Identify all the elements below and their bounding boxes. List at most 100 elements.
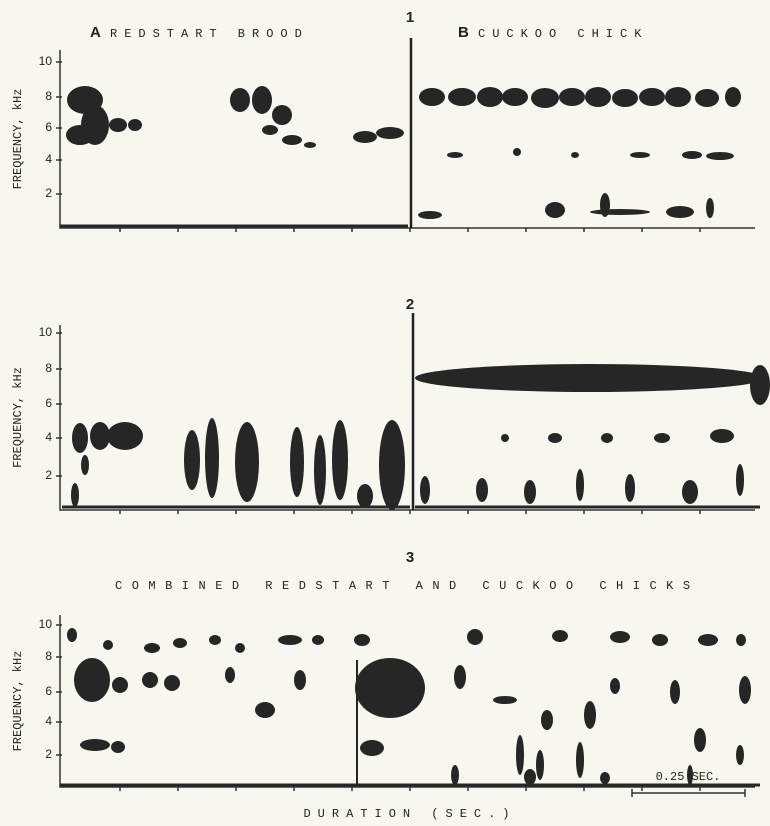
spectrogram-blob xyxy=(111,741,125,753)
spectrogram-blob xyxy=(600,772,610,784)
y-tick-label: 2 xyxy=(45,186,52,200)
spectrogram-blob xyxy=(545,202,565,218)
spectrogram-blob xyxy=(584,701,596,729)
spectrogram-blob xyxy=(67,628,77,642)
spectrogram-blob xyxy=(610,678,620,694)
spectrogram-blob xyxy=(670,680,680,704)
spectrogram-blob xyxy=(652,634,668,646)
spectrogram-blob xyxy=(81,455,89,475)
spectrogram-blob xyxy=(524,480,536,504)
spectrogram-blob xyxy=(112,677,128,693)
y-tick-label: 4 xyxy=(45,714,52,728)
spectrogram-blob xyxy=(625,474,635,502)
axis xyxy=(59,325,755,511)
spectrogram-blob xyxy=(379,420,405,510)
spectrogram-blob xyxy=(128,119,142,131)
spectrogram-blob xyxy=(354,634,370,646)
spectrogram-blob xyxy=(447,152,463,158)
spectrogram-blob xyxy=(559,88,585,106)
y-tick-label: 2 xyxy=(45,747,52,761)
spectrogram-blob xyxy=(610,631,630,643)
spectrogram-blob xyxy=(513,148,521,156)
panel-letter: A xyxy=(90,24,101,41)
y-tick-label: 10 xyxy=(39,617,53,631)
spectrogram-blob xyxy=(639,88,665,106)
spectrogram-blob xyxy=(451,765,459,785)
spectrogram-blob xyxy=(612,89,638,107)
spectrogram-blob xyxy=(630,152,650,158)
spectrogram-blob xyxy=(357,484,373,508)
spectrogram-blob xyxy=(225,667,235,683)
spectrogram-blob xyxy=(419,88,445,106)
panel-number: 3 xyxy=(406,549,414,566)
spectrogram-blob xyxy=(312,635,324,645)
spectrogram-blob xyxy=(501,434,509,442)
y-tick-label: 6 xyxy=(45,396,52,410)
spectrogram-blob xyxy=(541,710,553,730)
spectrogram-blob xyxy=(516,735,524,775)
y-axis-label: FREQUENCY, kHz xyxy=(11,367,25,468)
spectrogram-blob xyxy=(576,742,584,778)
spectrogram-blob xyxy=(184,430,200,490)
spectrogram-blob xyxy=(252,86,272,114)
spectrogram-blob xyxy=(654,433,670,443)
spectrogram-blob xyxy=(304,142,316,148)
spectrogram-blob xyxy=(235,643,245,653)
spectrogram-blob xyxy=(548,433,562,443)
spectrogram-blob xyxy=(493,696,517,704)
y-axis-label: FREQUENCY, kHz xyxy=(11,89,25,190)
spectrogram-blob xyxy=(290,427,304,497)
spectrogram-blob xyxy=(420,476,430,504)
y-tick-label: 8 xyxy=(45,649,52,663)
spectrogram-blob xyxy=(665,87,691,107)
spectrogram-blob xyxy=(278,635,302,645)
spectrogram-blob xyxy=(230,88,250,112)
spectrogram-blob xyxy=(103,640,113,650)
spectrogram-blob xyxy=(255,702,275,718)
spectrogram-blob xyxy=(332,420,348,500)
spectrogram-blob xyxy=(477,87,503,107)
spectrogram-blob xyxy=(739,676,751,704)
spectrogram-blob xyxy=(524,769,536,785)
spectrogram-blob xyxy=(360,740,384,756)
y-tick-label: 10 xyxy=(39,54,53,68)
spectrogram-blob xyxy=(235,422,259,502)
spectrogram-blob xyxy=(353,131,377,143)
spectrogram-blob xyxy=(476,478,488,502)
spectrogram-blob xyxy=(687,765,693,785)
panel-title: REDSTART BROOD xyxy=(110,27,309,41)
spectrogram-blob xyxy=(536,750,544,780)
spectrogram-blob xyxy=(682,151,702,159)
axis xyxy=(59,50,755,229)
spectrogram-blob xyxy=(706,198,714,218)
spectrogram-blob xyxy=(698,634,718,646)
spectrogram-blob xyxy=(725,87,741,107)
spectrogram-blob xyxy=(355,658,425,718)
y-tick-label: 2 xyxy=(45,468,52,482)
y-tick-label: 4 xyxy=(45,152,52,166)
axis xyxy=(59,615,755,788)
spectrogram-blob xyxy=(71,483,79,507)
spectrogram-blob xyxy=(571,152,579,158)
spectrograms: FREQUENCY, kHz 10 8 6 4 2 FREQUENCY, kHz 10 8 6 4 2… xyxy=(11,38,770,791)
spectrogram-blob xyxy=(694,728,706,752)
spectrogram-blob xyxy=(109,118,127,132)
spectrogram-blob xyxy=(601,433,613,443)
spectrogram-blob xyxy=(80,739,110,751)
spectrogram-blob xyxy=(282,135,302,145)
x-axis-label: DURATION (SEC.) xyxy=(303,807,516,821)
panel-title: COMBINED REDSTART AND CUCKOO CHICKS xyxy=(115,579,700,593)
y-tick-label: 6 xyxy=(45,684,52,698)
spectrogram-blob xyxy=(272,105,292,125)
spectrogram-blob xyxy=(66,125,94,145)
y-axis-label: FREQUENCY, kHz xyxy=(11,651,25,752)
spectrogram-blob xyxy=(164,675,180,691)
spectrogram-blob xyxy=(736,464,744,496)
y-tick-label: 4 xyxy=(45,430,52,444)
spectrogram-blob xyxy=(448,88,476,106)
spectrogram-blob xyxy=(585,87,611,107)
spectrogram-blob xyxy=(454,665,466,689)
spectrogram-blob xyxy=(666,206,694,218)
spectrogram-blob xyxy=(706,152,734,160)
